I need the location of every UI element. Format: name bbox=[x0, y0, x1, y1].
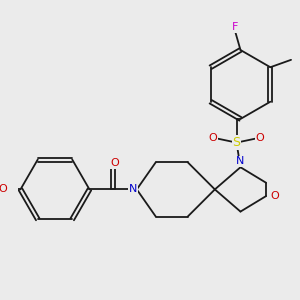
Text: N: N bbox=[129, 184, 137, 194]
Text: O: O bbox=[256, 133, 265, 143]
Text: O: O bbox=[208, 133, 217, 143]
Text: S: S bbox=[232, 136, 241, 149]
Text: F: F bbox=[232, 22, 239, 32]
Text: N: N bbox=[236, 156, 245, 166]
Text: O: O bbox=[111, 158, 119, 168]
Text: O: O bbox=[0, 184, 7, 194]
Text: O: O bbox=[271, 191, 279, 201]
